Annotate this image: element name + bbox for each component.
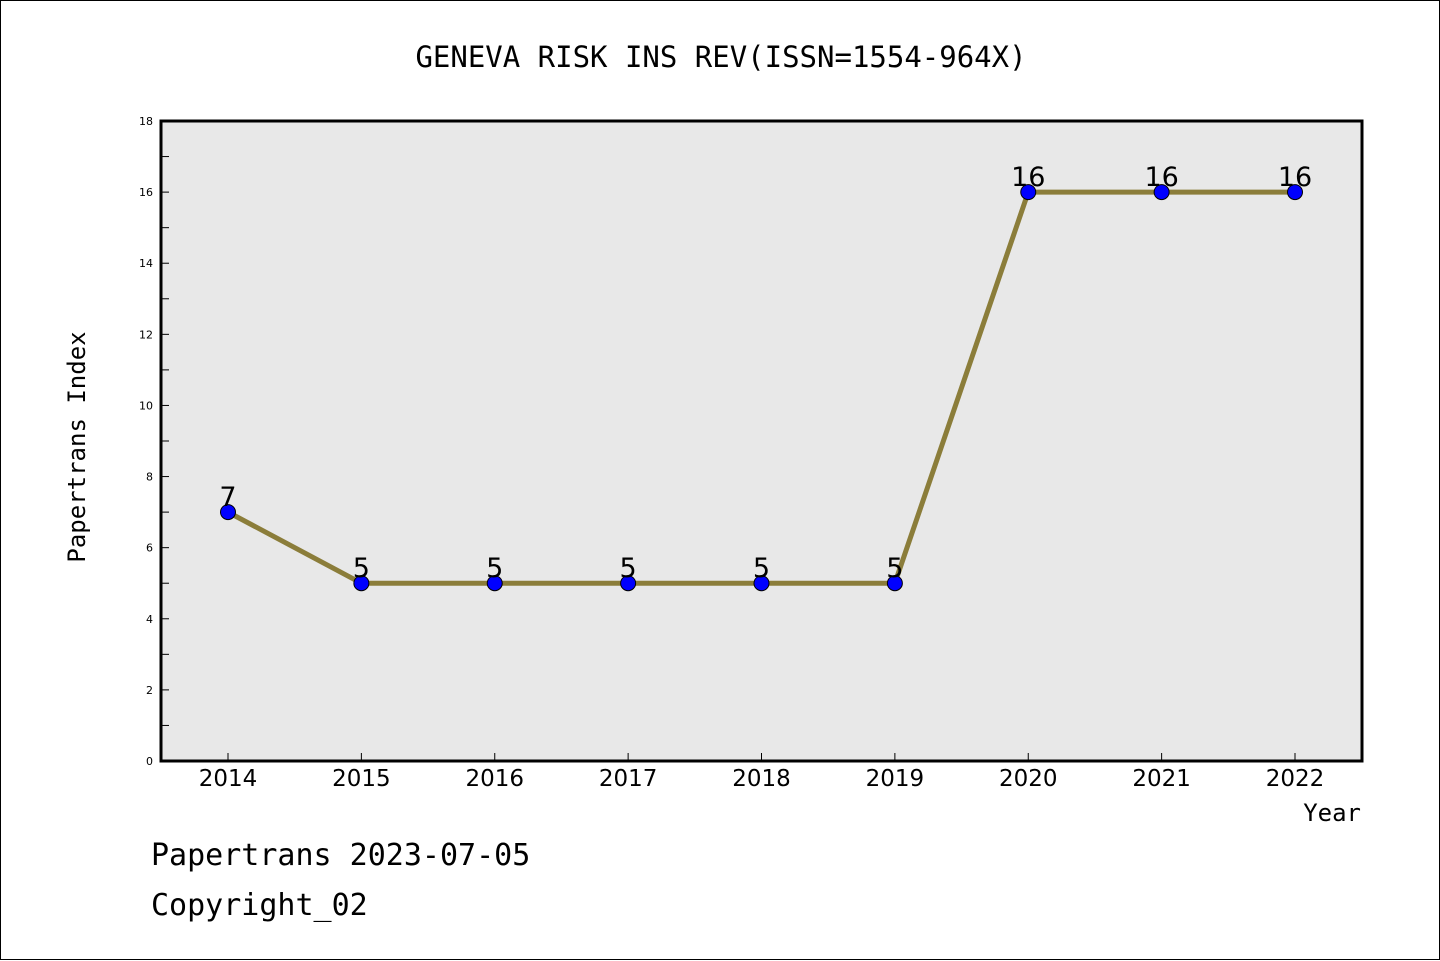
data-label: 5 <box>753 553 770 584</box>
data-point <box>1287 184 1303 201</box>
x-tick-label: 2014 <box>199 766 258 792</box>
y-tick-label: 16 <box>139 186 153 199</box>
data-point <box>486 575 503 592</box>
x-axis-label: Year <box>1303 799 1361 827</box>
y-tick-label: 2 <box>146 684 153 697</box>
x-tick-label: 2021 <box>1132 766 1191 792</box>
data-point <box>1020 184 1037 201</box>
data-point <box>753 575 770 592</box>
series-layer: 7 5 5 5 5 5 16 16 16 <box>219 162 1312 592</box>
data-point <box>620 575 637 592</box>
data-point <box>220 504 236 521</box>
x-tick-label: 2022 <box>1266 766 1325 792</box>
footer-copyright: Copyright_02 <box>151 888 368 923</box>
y-tick-label: 10 <box>139 399 153 412</box>
x-tick-label: 2015 <box>332 766 391 792</box>
data-point <box>886 575 903 592</box>
y-axis-label: Papertrans Index <box>63 331 91 562</box>
data-label: 7 <box>219 482 236 513</box>
y-tick-label: 0 <box>146 755 153 768</box>
data-point <box>1153 184 1170 201</box>
x-tick-label: 2020 <box>999 766 1058 792</box>
chart-title: GENEVA RISK INS REV(ISSN=1554-964X) <box>415 40 1026 74</box>
x-tick-label: 2017 <box>599 766 658 792</box>
data-label: 5 <box>886 553 903 584</box>
data-label: 16 <box>1278 162 1312 193</box>
data-label: 16 <box>1144 162 1178 193</box>
data-point <box>353 575 370 592</box>
data-label: 5 <box>353 553 370 584</box>
x-tick-label: 2019 <box>866 766 925 792</box>
y-tick-label: 14 <box>139 257 153 270</box>
x-tick-label: 2016 <box>465 766 524 792</box>
y-tick-label: 18 <box>139 115 153 128</box>
x-tick-label: 2018 <box>732 766 791 792</box>
data-label: 5 <box>486 553 503 584</box>
x-axis: 2014 2015 2016 2017 2018 2019 2020 2021 2022 <box>199 753 1325 792</box>
y-tick-label: 8 <box>146 471 153 484</box>
footer-date: Papertrans 2023-07-05 <box>151 838 530 873</box>
y-tick-label: 12 <box>139 328 153 341</box>
plot-area <box>159 119 1364 763</box>
y-tick-label: 4 <box>146 613 153 626</box>
y-axis: 0 2 4 6 8 10 12 14 16 18 <box>139 115 169 768</box>
data-label: 16 <box>1011 162 1045 193</box>
y-tick-label: 6 <box>146 542 153 555</box>
data-label: 5 <box>620 553 637 584</box>
